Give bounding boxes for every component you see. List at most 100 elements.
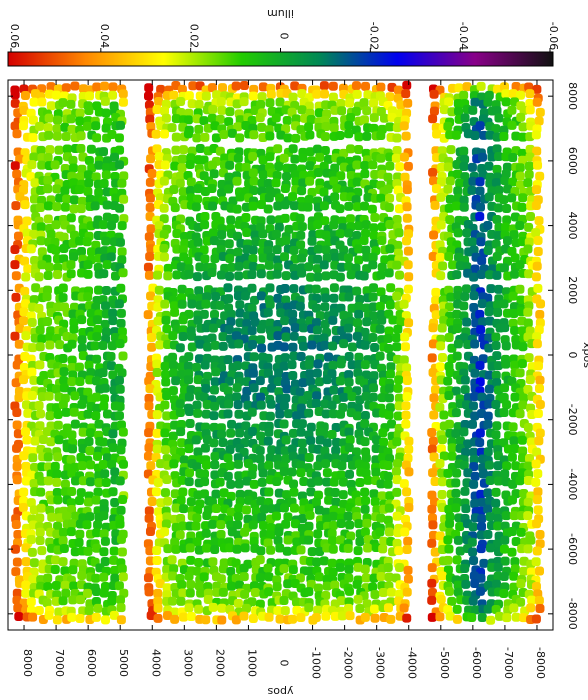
data-point bbox=[519, 613, 529, 623]
data-point bbox=[186, 497, 196, 507]
y-tick-label: -5000 bbox=[438, 647, 451, 679]
data-point bbox=[98, 220, 108, 230]
data-point bbox=[170, 203, 180, 213]
data-point bbox=[43, 476, 53, 486]
data-point bbox=[352, 160, 362, 170]
data-point bbox=[404, 436, 414, 446]
data-point bbox=[369, 239, 379, 249]
data-point bbox=[218, 564, 228, 574]
data-point bbox=[260, 504, 270, 514]
data-point bbox=[455, 546, 465, 556]
data-point bbox=[256, 291, 266, 301]
data-point bbox=[110, 152, 120, 162]
data-point bbox=[257, 343, 267, 353]
data-point bbox=[184, 407, 194, 417]
data-point bbox=[26, 498, 36, 508]
data-point bbox=[19, 487, 29, 497]
data-point bbox=[224, 325, 234, 335]
data-point bbox=[292, 605, 302, 615]
data-point bbox=[280, 183, 290, 193]
data-point bbox=[523, 307, 533, 317]
data-point bbox=[332, 437, 342, 447]
data-point bbox=[58, 527, 68, 537]
data-point bbox=[305, 369, 315, 379]
data-point bbox=[359, 271, 369, 281]
data-point bbox=[329, 293, 339, 303]
data-point bbox=[199, 392, 209, 402]
data-point bbox=[239, 80, 249, 90]
data-point bbox=[240, 527, 250, 537]
data-point bbox=[495, 611, 505, 621]
data-point bbox=[53, 115, 63, 125]
data-point bbox=[153, 477, 163, 487]
data-point bbox=[175, 178, 185, 188]
data-point bbox=[162, 565, 172, 575]
data-point bbox=[486, 615, 496, 625]
data-point bbox=[183, 361, 193, 371]
data-point bbox=[257, 92, 267, 102]
data-point bbox=[176, 97, 186, 107]
data-point bbox=[266, 523, 276, 533]
data-point bbox=[263, 436, 273, 446]
data-point bbox=[102, 187, 112, 197]
data-point bbox=[439, 105, 449, 115]
data-point bbox=[162, 474, 172, 484]
data-point bbox=[53, 452, 63, 462]
data-point bbox=[427, 538, 437, 548]
data-point bbox=[282, 546, 292, 556]
data-point bbox=[369, 223, 379, 233]
data-point bbox=[453, 186, 463, 196]
x-tick-label: 6000 bbox=[566, 147, 579, 175]
data-point bbox=[176, 427, 186, 437]
data-point bbox=[403, 453, 413, 463]
data-point bbox=[477, 497, 487, 507]
data-point bbox=[66, 260, 76, 270]
data-point bbox=[263, 178, 273, 188]
data-point bbox=[330, 580, 340, 590]
data-point bbox=[492, 144, 502, 154]
data-point bbox=[361, 496, 371, 506]
data-point bbox=[279, 361, 289, 371]
data-point bbox=[66, 114, 76, 124]
x-tick-label: -8000 bbox=[566, 598, 579, 630]
data-point bbox=[386, 614, 396, 624]
data-point bbox=[115, 519, 125, 529]
data-point bbox=[199, 489, 209, 499]
data-point bbox=[501, 89, 511, 99]
data-point bbox=[92, 82, 102, 92]
data-point bbox=[210, 451, 220, 461]
data-point bbox=[167, 596, 177, 606]
data-point bbox=[469, 556, 479, 566]
data-point bbox=[13, 530, 23, 540]
data-point bbox=[145, 252, 155, 262]
data-point bbox=[84, 360, 94, 370]
data-point bbox=[515, 180, 525, 190]
data-point bbox=[297, 491, 307, 501]
data-point bbox=[469, 447, 479, 457]
colorbar-tick-label: -0.04 bbox=[457, 22, 470, 50]
data-point bbox=[499, 393, 509, 403]
data-point bbox=[324, 352, 334, 362]
data-point bbox=[176, 514, 186, 524]
data-point bbox=[509, 571, 519, 581]
data-point bbox=[250, 105, 260, 115]
data-point bbox=[184, 571, 194, 581]
data-point bbox=[533, 246, 543, 256]
data-point bbox=[509, 582, 519, 592]
data-point bbox=[168, 331, 178, 341]
data-point bbox=[361, 453, 371, 463]
data-point bbox=[532, 185, 542, 195]
data-point bbox=[499, 299, 509, 309]
data-point bbox=[531, 557, 541, 567]
data-point bbox=[116, 603, 126, 613]
data-point bbox=[170, 307, 180, 317]
data-point bbox=[328, 92, 338, 102]
data-point bbox=[26, 244, 36, 254]
data-point bbox=[210, 377, 220, 387]
data-point bbox=[83, 292, 93, 302]
data-point bbox=[98, 459, 108, 469]
data-point bbox=[393, 383, 403, 393]
data-point bbox=[351, 447, 361, 457]
data-point bbox=[117, 221, 127, 231]
data-point bbox=[101, 170, 111, 180]
